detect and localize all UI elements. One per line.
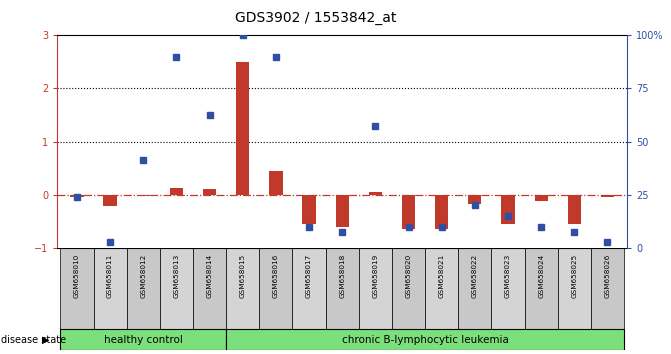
- Text: GSM658014: GSM658014: [207, 253, 213, 298]
- Bar: [501, 195, 515, 224]
- Text: GSM658016: GSM658016: [273, 253, 279, 298]
- Text: GSM658010: GSM658010: [74, 253, 80, 298]
- Text: disease state: disease state: [1, 335, 66, 345]
- Text: GSM658015: GSM658015: [240, 253, 246, 298]
- Bar: [127, 248, 160, 329]
- Bar: [93, 248, 127, 329]
- Bar: [435, 195, 448, 229]
- Bar: [336, 195, 349, 227]
- Bar: [236, 62, 250, 195]
- Text: GSM658026: GSM658026: [605, 253, 611, 298]
- Bar: [535, 195, 548, 201]
- Bar: [160, 248, 193, 329]
- Bar: [402, 195, 415, 229]
- Text: GSM658019: GSM658019: [372, 253, 378, 298]
- Bar: [226, 248, 259, 329]
- Text: GSM658020: GSM658020: [405, 253, 411, 298]
- Text: GSM658018: GSM658018: [340, 253, 345, 298]
- Bar: [193, 248, 226, 329]
- Text: healthy control: healthy control: [104, 335, 183, 345]
- Bar: [70, 195, 84, 198]
- Text: GSM658022: GSM658022: [472, 253, 478, 298]
- Bar: [269, 171, 282, 195]
- Bar: [392, 248, 425, 329]
- Bar: [170, 188, 183, 195]
- Bar: [60, 329, 226, 350]
- Bar: [137, 195, 150, 196]
- Bar: [60, 248, 93, 329]
- Bar: [203, 189, 216, 195]
- Text: GSM658025: GSM658025: [571, 253, 577, 298]
- Bar: [359, 248, 392, 329]
- Bar: [525, 248, 558, 329]
- Bar: [558, 248, 591, 329]
- Bar: [568, 195, 581, 224]
- Text: chronic B-lymphocytic leukemia: chronic B-lymphocytic leukemia: [342, 335, 509, 345]
- Text: GDS3902 / 1553842_at: GDS3902 / 1553842_at: [235, 11, 396, 25]
- Bar: [601, 195, 614, 198]
- Bar: [325, 248, 359, 329]
- Bar: [468, 195, 482, 204]
- Text: GSM658023: GSM658023: [505, 253, 511, 298]
- Bar: [491, 248, 525, 329]
- Bar: [369, 192, 382, 195]
- Bar: [103, 195, 117, 206]
- Bar: [458, 248, 491, 329]
- Text: GSM658012: GSM658012: [140, 253, 146, 298]
- Text: GSM658024: GSM658024: [538, 253, 544, 298]
- Text: GSM658017: GSM658017: [306, 253, 312, 298]
- Bar: [226, 329, 624, 350]
- Text: GSM658021: GSM658021: [439, 253, 445, 298]
- Text: GSM658013: GSM658013: [173, 253, 179, 298]
- Bar: [259, 248, 293, 329]
- Bar: [293, 248, 325, 329]
- Text: ▶: ▶: [42, 335, 50, 345]
- Bar: [303, 195, 315, 224]
- Bar: [591, 248, 624, 329]
- Text: GSM658011: GSM658011: [107, 253, 113, 298]
- Bar: [425, 248, 458, 329]
